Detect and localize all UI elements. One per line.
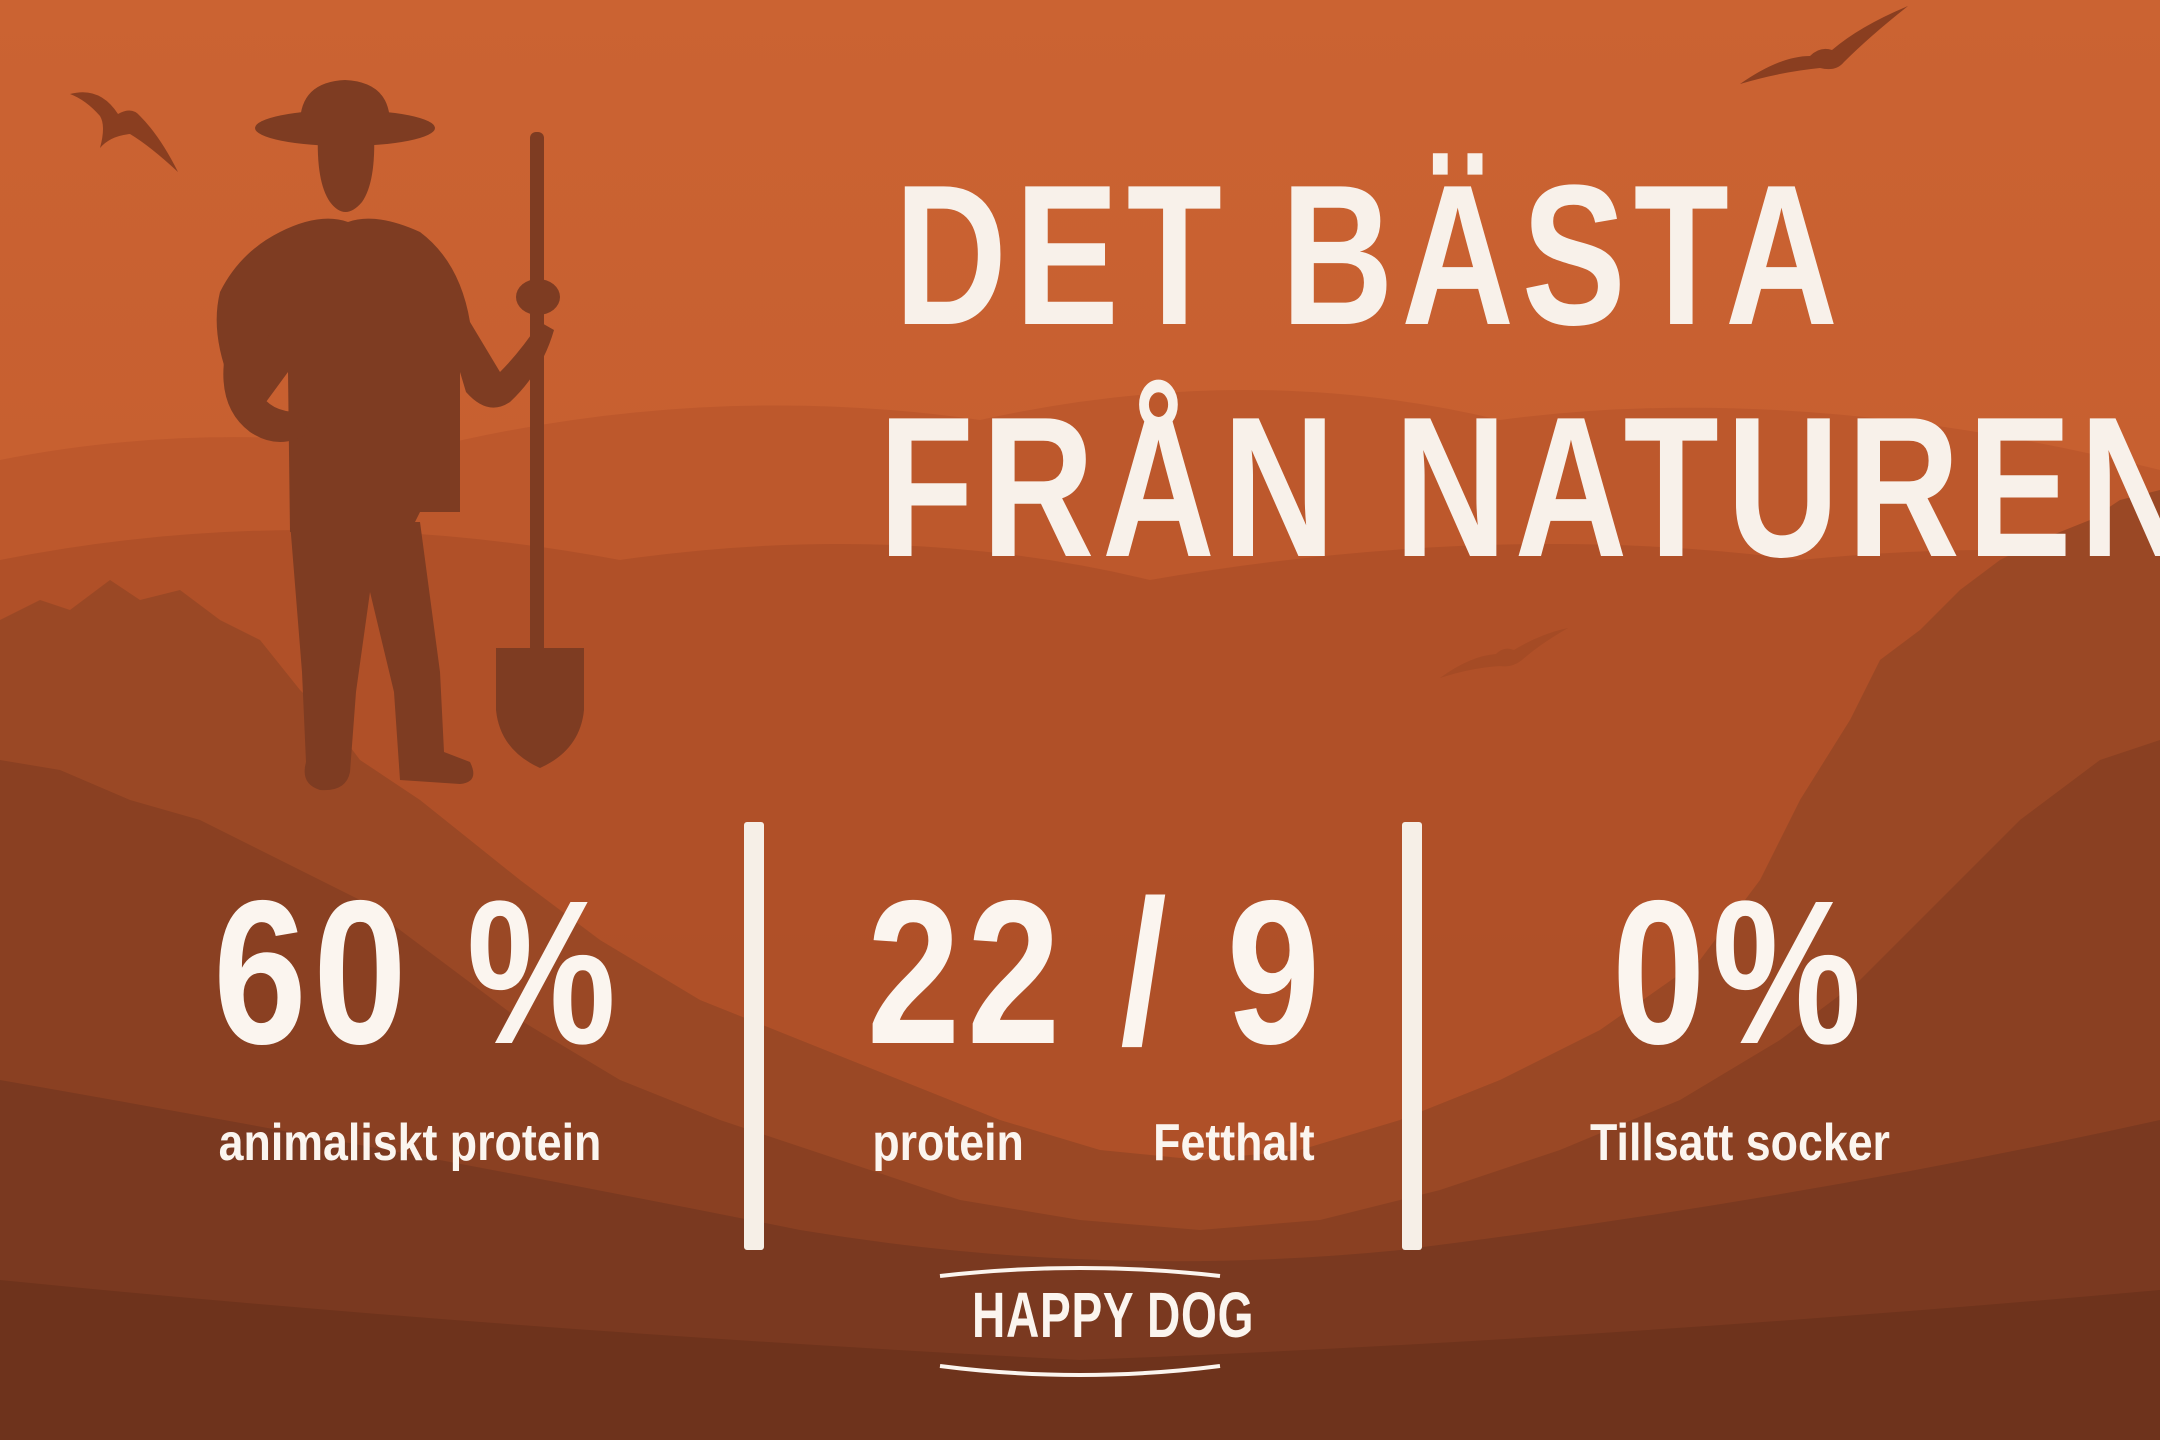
stat-added-sugar: 0% Tillsatt socker: [1500, 870, 1980, 1173]
stat-label-fat: Fetthalt: [1153, 1114, 1315, 1172]
stat-protein-fat: 22 / 9 protein Fetthalt: [820, 870, 1340, 1173]
bird-icon: [1440, 628, 1568, 678]
logo-arcs: [939, 1266, 1221, 1377]
farmer-silhouette: [216, 80, 560, 791]
divider-right: [1402, 822, 1422, 1250]
logo-text: HAPPY DOG: [972, 1279, 1255, 1351]
bird-icon: [1740, 6, 1908, 84]
shovel-icon: [496, 648, 584, 768]
stat-value: 22 / 9: [866, 858, 1327, 1087]
happy-dog-logo: HAPPY DOG: [930, 1262, 1255, 1382]
stat-label-protein: protein: [872, 1114, 1024, 1172]
headline-line-2: FRÅN NATUREN: [878, 376, 2160, 599]
headline-line-1: DET BÄSTA: [894, 144, 1846, 367]
headline: DET BÄSTA FRÅN NATUREN: [878, 140, 2160, 604]
stat-value: 60 %: [213, 858, 623, 1087]
stat-label: Tillsatt socker: [1590, 1114, 1890, 1172]
stat-animal-protein: 60 % animaliskt protein: [170, 870, 650, 1173]
stat-label: animaliskt protein: [218, 1114, 602, 1172]
bird-icon: [70, 92, 178, 172]
divider-left: [744, 822, 764, 1250]
stat-value: 0%: [1611, 858, 1869, 1087]
